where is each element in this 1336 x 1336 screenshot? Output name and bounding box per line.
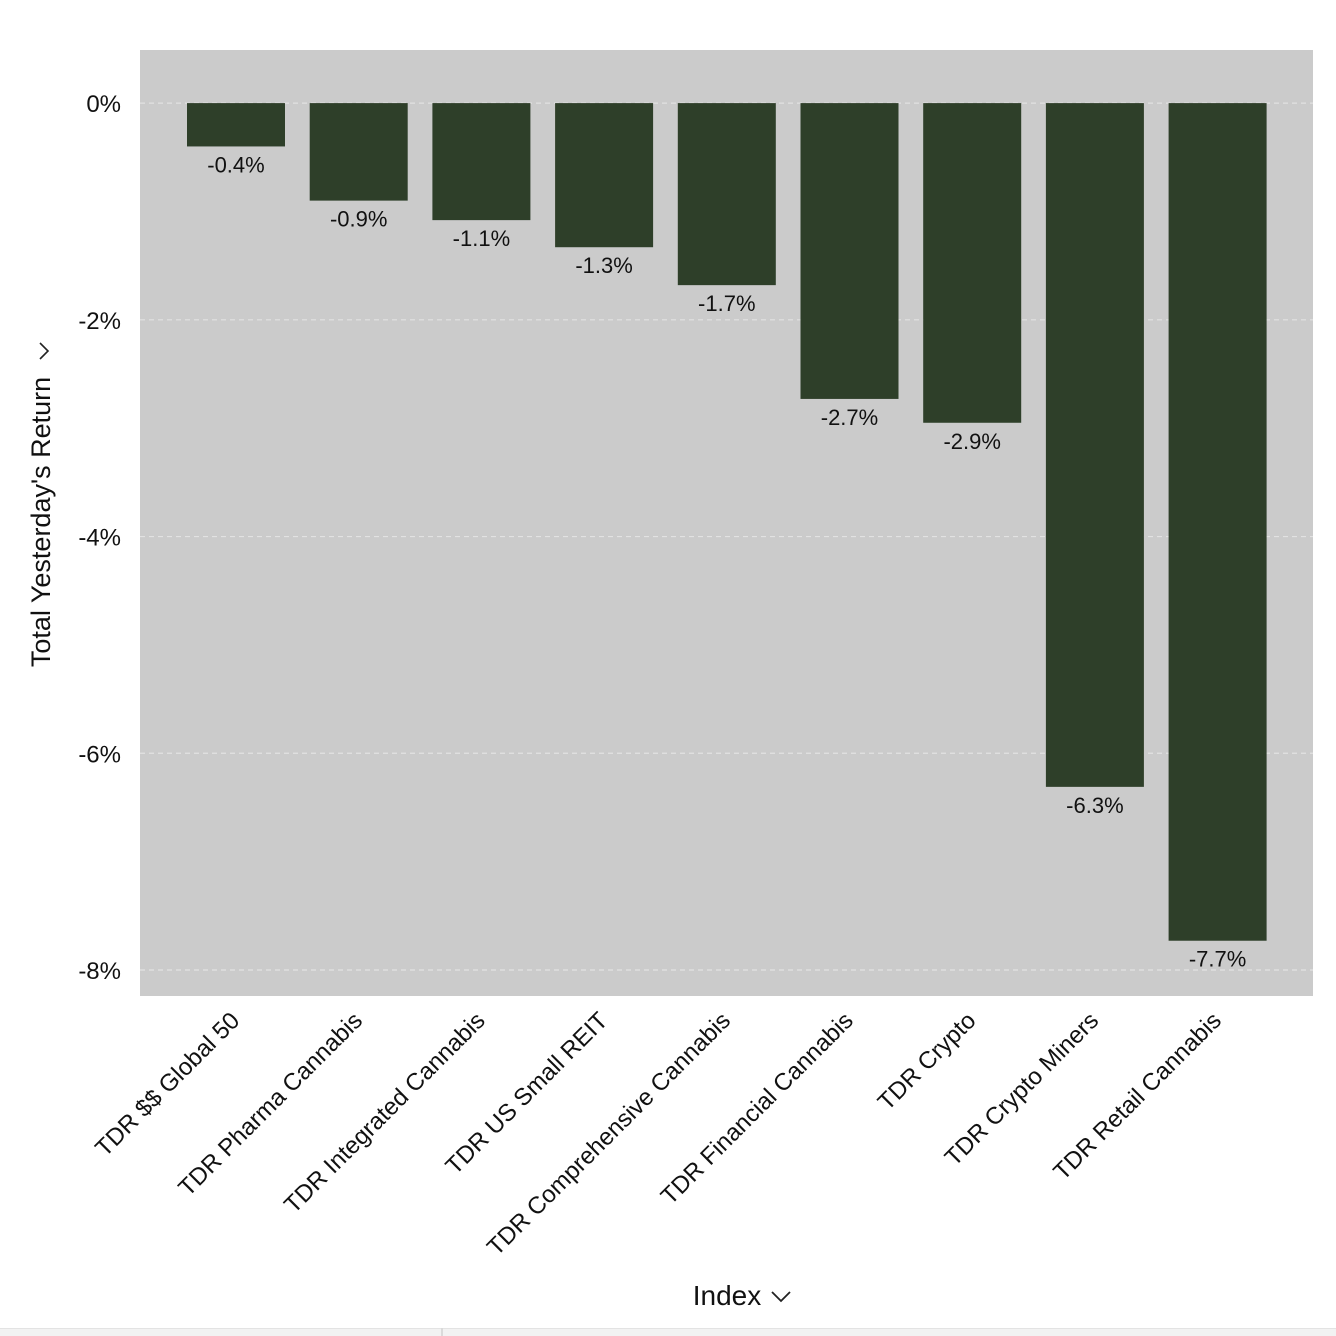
y-tick-label: -4% (78, 525, 121, 552)
bar[interactable] (800, 103, 899, 399)
y-axis-ticks: 0% -2% -4% -6% -8% (78, 91, 121, 985)
chevron-down-icon[interactable] (39, 342, 50, 360)
chevron-down-icon[interactable] (771, 1291, 791, 1303)
bar-value-label: -1.7% (698, 291, 755, 316)
bar-value-label: -1.3% (575, 253, 632, 278)
bar[interactable] (555, 103, 654, 248)
bar[interactable] (309, 103, 408, 201)
bar[interactable] (923, 103, 1022, 423)
bar-value-label: -1.1% (453, 226, 510, 251)
y-axis-title-group[interactable]: Total Yesterday's Return (26, 342, 56, 667)
value-labels: -0.4% -0.9% -1.1% -1.3% -1.7% -2.7% -2.9% -6.3%… (207, 152, 1246, 971)
x-axis-title[interactable]: Index (693, 1280, 762, 1311)
bar[interactable] (1045, 103, 1144, 787)
bar-value-label: -2.9% (943, 429, 1000, 454)
bar-value-label: -2.7% (821, 405, 878, 430)
y-tick-label: -8% (78, 958, 121, 985)
y-tick-label: -6% (78, 741, 121, 768)
bar[interactable] (1168, 103, 1267, 941)
bar[interactable] (432, 103, 531, 221)
x-category-label: TDR Crypto (873, 1007, 982, 1116)
x-category-label: TDR Comprehensive Cannabis (482, 1007, 736, 1261)
y-tick-label: 0% (86, 91, 121, 118)
x-category-label: TDR Integrated Cannabis (279, 1007, 491, 1219)
bars (187, 103, 1267, 941)
x-axis-title-group[interactable]: Index (693, 1280, 791, 1311)
bottom-strip-divider (441, 1328, 443, 1336)
bar[interactable] (187, 103, 285, 147)
y-axis-title[interactable]: Total Yesterday's Return (26, 377, 56, 667)
y-tick-label: -2% (78, 308, 121, 335)
bar-value-label: -0.4% (207, 152, 264, 177)
bar-value-label: -6.3% (1066, 793, 1123, 818)
bar[interactable] (677, 103, 776, 286)
bar-value-label: -0.9% (330, 207, 387, 232)
bar-value-label: -7.7% (1189, 947, 1246, 972)
bottom-scroll-strip (0, 1328, 1336, 1336)
